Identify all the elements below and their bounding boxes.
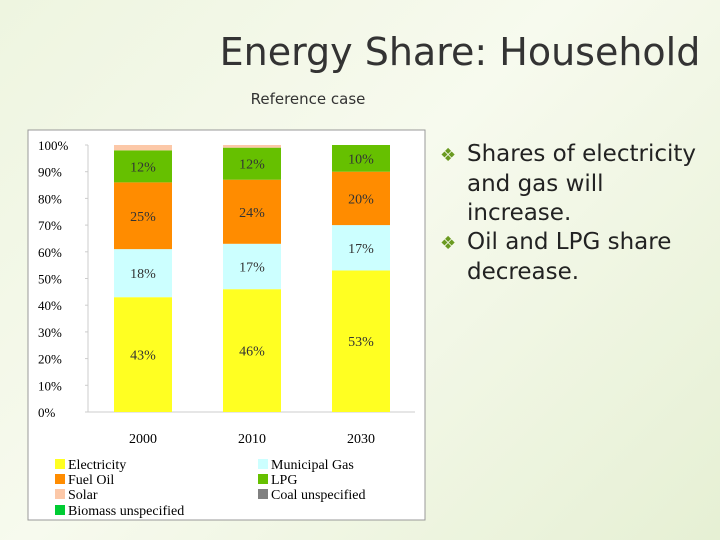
legend-swatch [258, 489, 268, 499]
data-label: 17% [239, 260, 265, 275]
bullet-list: Shares of electricity and gas will incre… [440, 140, 710, 287]
legend-swatch [55, 474, 65, 484]
y-tick-label: 70% [38, 218, 62, 233]
bar-segment [332, 270, 390, 412]
data-label: 53% [348, 335, 374, 350]
bar-segment [332, 225, 390, 271]
data-label: 20% [348, 192, 374, 207]
bar-segment [223, 147, 281, 180]
y-tick-label: 50% [38, 272, 62, 287]
legend-label: Solar [68, 488, 98, 503]
data-label: 12% [130, 160, 156, 175]
bar-segment [332, 145, 390, 172]
data-label: 24% [239, 206, 265, 221]
bar-segment [114, 150, 172, 183]
y-tick-label: 90% [38, 165, 62, 180]
legend-swatch [55, 505, 65, 515]
legend-label: Coal unspecified [271, 488, 365, 503]
legend-swatch [258, 459, 268, 469]
y-tick-label: 20% [38, 352, 62, 367]
data-label: 12% [239, 158, 265, 173]
slide-title: Energy Share: Household [220, 30, 701, 74]
y-tick-label: 0% [38, 405, 56, 420]
legend-label: Electricity [68, 458, 126, 473]
legend-label: Biomass unspecified [68, 504, 184, 519]
data-label: 25% [130, 210, 156, 225]
data-label: 18% [130, 267, 156, 282]
bullet: Shares of electricity and gas will incre… [440, 140, 710, 228]
bar-segment [223, 289, 281, 412]
data-label: 17% [348, 242, 374, 257]
y-tick-label: 40% [38, 298, 62, 313]
x-tick-label: 2000 [129, 432, 157, 447]
data-label: 10% [348, 152, 374, 167]
bar-segment [114, 182, 172, 250]
y-tick-label: 10% [38, 378, 62, 393]
legend-swatch [55, 489, 65, 499]
y-tick-label: 80% [38, 191, 62, 206]
bar-segment [332, 171, 390, 226]
legend-label: Municipal Gas [271, 458, 354, 473]
x-tick-label: 2010 [238, 432, 266, 447]
y-tick-label: 30% [38, 325, 62, 340]
x-tick-label: 2030 [347, 432, 375, 447]
bar-segment [223, 243, 281, 290]
data-label: 46% [239, 345, 265, 360]
bar-segment [114, 249, 172, 298]
bar-segment [223, 179, 281, 244]
y-tick-label: 100% [38, 138, 69, 153]
legend-swatch [258, 474, 268, 484]
y-tick-label: 60% [38, 245, 62, 260]
legend-label: LPG [271, 473, 297, 488]
bar-segment [223, 145, 281, 148]
legend-label: Fuel Oil [68, 473, 114, 488]
data-label: 43% [130, 349, 156, 364]
bullet: Oil and LPG share decrease. [440, 228, 710, 287]
bar-segment [114, 297, 172, 412]
subtitle: Reference case [251, 90, 366, 108]
legend-swatch [55, 459, 65, 469]
bar-segment [114, 145, 172, 151]
